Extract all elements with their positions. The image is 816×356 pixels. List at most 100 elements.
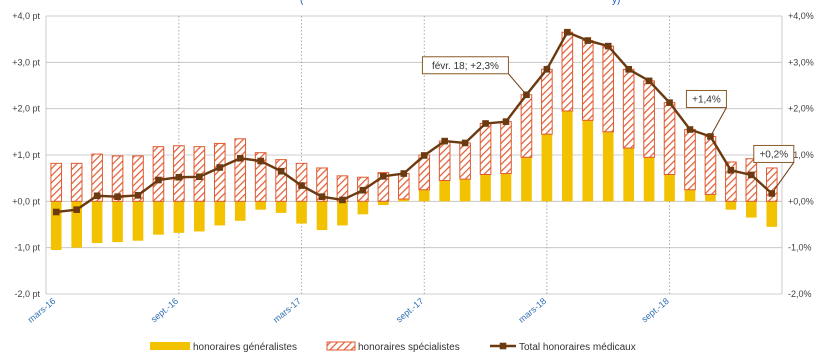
y-right-tick-label: +1,0% [788, 150, 814, 160]
annotation-box [753, 144, 795, 163]
bar-generalistes [746, 201, 757, 218]
total-point [625, 65, 632, 73]
total-point [584, 37, 592, 44]
total-point [502, 118, 510, 125]
bar-specialistes [479, 122, 492, 175]
total-point [686, 126, 694, 133]
total-point [564, 28, 571, 36]
total-point [216, 164, 224, 171]
total-line-path [56, 30, 773, 214]
bar-specialistes [111, 155, 124, 202]
bar-generalistes [296, 201, 307, 224]
total-point [441, 137, 448, 145]
bar-generalistes [500, 173, 512, 202]
bar-specialistes [602, 45, 615, 133]
total-point [748, 171, 755, 179]
bar-generalistes [378, 201, 389, 206]
bar-generalistes [418, 189, 430, 202]
total-point [339, 196, 346, 204]
total-point [196, 173, 203, 181]
bar-specialistes [725, 161, 737, 202]
total-point [93, 192, 101, 200]
annotation-leader [508, 73, 527, 96]
bar-specialistes [622, 68, 635, 149]
bar-specialistes [213, 142, 226, 202]
bar-specialistes [500, 121, 512, 175]
bar-specialistes [581, 40, 594, 121]
total-point [461, 139, 469, 147]
bar-generalistes [562, 110, 573, 202]
x-tick-label: sept.-16 [149, 296, 180, 325]
legend-swatch-generalistes [150, 342, 190, 350]
bar-generalistes [337, 201, 348, 226]
bar-generalistes [71, 201, 82, 248]
chart-title-end: y) [612, 0, 620, 6]
bar-specialistes [561, 31, 574, 112]
y-right-tick-label: -2,0% [788, 289, 812, 299]
bar-specialistes [745, 158, 758, 202]
bar-generalistes [194, 201, 205, 232]
y-right-tick-label: +2,0% [788, 104, 814, 114]
annotation-box [685, 89, 727, 108]
total-point [666, 99, 673, 106]
total-point [114, 193, 121, 200]
bar-specialistes [234, 138, 247, 202]
bar-generalistes [91, 201, 103, 244]
bar-generalistes [214, 201, 226, 226]
bar-generalistes [439, 180, 450, 202]
annotation-leader [771, 162, 795, 194]
bar-generalistes [173, 201, 185, 233]
total-point [727, 166, 735, 174]
bar-generalistes [255, 201, 266, 210]
y-left-tick-label: +1,0 pt [12, 150, 40, 160]
y-right-tick-label: +4,0% [788, 11, 814, 21]
total-point [73, 206, 80, 213]
annotation-label: févr. 18; +2,3% [432, 61, 499, 72]
legend-label-total: Total honoraires médicaux [519, 342, 636, 353]
bar-specialistes [684, 129, 696, 191]
bar-specialistes [173, 145, 185, 202]
bar-specialistes [520, 94, 533, 158]
gridlines [46, 15, 782, 295]
y-left-tick-label: -1,0 pt [14, 243, 40, 253]
bar-generalistes [153, 201, 164, 235]
x-tick-label: mars-17 [271, 296, 303, 325]
y-left-tick-label: +3,0 pt [12, 57, 40, 67]
bar-generalistes [725, 201, 737, 210]
total-point [175, 173, 183, 181]
bars [50, 31, 778, 250]
total-point [707, 133, 714, 140]
bar-generalistes [459, 179, 471, 202]
bar-specialistes [397, 173, 410, 200]
total-point [482, 120, 489, 127]
x-tick-label: mars-18 [516, 296, 548, 325]
y-right-tick-label: +0,0% [788, 196, 814, 206]
y-left-tick-label: +4,0 pt [12, 11, 40, 21]
annotation-label: +1,4% [692, 94, 721, 105]
total-point [380, 173, 387, 180]
bar-generalistes [582, 120, 594, 202]
y-right-tick-label: +3,0% [788, 57, 814, 67]
bar-specialistes [663, 102, 676, 175]
bar-generalistes [50, 201, 62, 250]
total-point [298, 182, 305, 189]
bar-generalistes [480, 174, 491, 202]
bar-generalistes [132, 201, 144, 241]
bar-specialistes [438, 140, 451, 181]
bar-generalistes [234, 201, 246, 221]
legend-swatch-total-marker [499, 342, 507, 350]
bar-generalistes [602, 131, 614, 202]
bar-specialistes [765, 167, 778, 202]
annotations: févr. 18; +2,3% +1,4% +0,2% [421, 56, 795, 194]
bar-specialistes [459, 142, 471, 180]
bar-generalistes [541, 134, 553, 202]
bar-generalistes [521, 157, 532, 202]
bar-specialistes [643, 80, 655, 158]
annotation-label: +0,2% [759, 149, 788, 160]
legend-label-specialistes: honoraires spécialistes [358, 342, 460, 353]
bar-generalistes [684, 189, 696, 202]
x-tick-label: sept.-17 [394, 296, 425, 325]
total-point [134, 192, 142, 199]
legend-swatch-specialistes [326, 341, 356, 351]
